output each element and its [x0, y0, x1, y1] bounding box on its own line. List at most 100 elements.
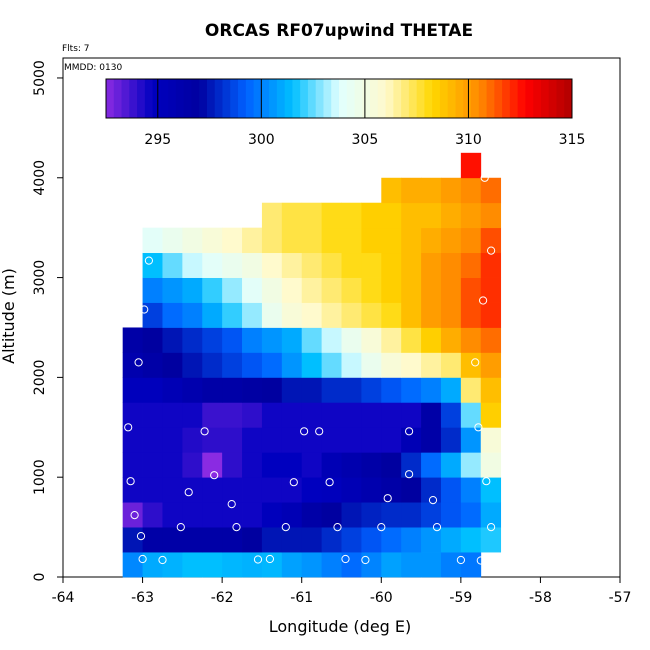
- heatmap-cell: [162, 427, 183, 453]
- heatmap-cell: [361, 252, 382, 278]
- observation-point: [325, 478, 334, 487]
- heatmap-cell: [440, 327, 462, 353]
- heatmap-cell: [202, 227, 223, 254]
- heatmap-cell: [142, 452, 163, 478]
- heatmap-cell: [440, 202, 462, 229]
- y-axis-label: Altitude (m): [0, 268, 18, 364]
- observation-point: [428, 496, 438, 505]
- colorbar-segment: [432, 79, 441, 118]
- heatmap-cell: [122, 427, 143, 453]
- heatmap-cell: [122, 452, 143, 478]
- heatmap-cell: [202, 502, 223, 528]
- colorbar-segment: [121, 79, 130, 118]
- x-tick-label: -64: [52, 590, 75, 606]
- heatmap-cell: [182, 252, 203, 278]
- heatmap-cell: [242, 427, 263, 453]
- heatmap-cell: [202, 377, 223, 403]
- heatmap-cell: [480, 202, 502, 229]
- heatmap-cell: [460, 402, 482, 428]
- heatmap-cell: [261, 377, 283, 403]
- heatmap-cell: [162, 552, 183, 578]
- colorbar-segment: [300, 79, 309, 118]
- colorbar-segment: [222, 79, 231, 118]
- heatmap-cell: [222, 427, 243, 453]
- heatmap-cell: [301, 527, 322, 553]
- heatmap-cell: [401, 202, 422, 229]
- observation-point: [476, 556, 485, 565]
- heatmap-cell: [182, 477, 203, 503]
- heatmap-cell: [401, 402, 422, 428]
- heatmap-cell: [341, 427, 362, 453]
- heatmap-cell: [421, 327, 442, 353]
- heatmap-cell: [460, 252, 482, 278]
- heatmap-cell: [341, 527, 362, 553]
- colorbar-segment: [494, 79, 503, 118]
- heatmap-cell: [301, 427, 322, 453]
- colorbar-segment: [478, 79, 488, 118]
- heatmap-cell: [401, 227, 422, 254]
- heatmap-cell: [460, 152, 482, 179]
- colorbar-segment: [439, 79, 449, 118]
- colorbar-segment: [152, 79, 161, 118]
- heatmap-cell: [261, 227, 283, 254]
- heatmap-cell: [401, 502, 422, 528]
- heatmap-cell: [261, 352, 283, 378]
- heatmap-cell: [440, 502, 462, 528]
- colorbar-segment: [564, 79, 573, 118]
- y-tick-label: 5000: [32, 60, 48, 96]
- heatmap-cell: [381, 277, 402, 303]
- observation-point: [140, 305, 149, 314]
- heatmap-cell: [460, 277, 482, 303]
- heatmap-cell: [162, 252, 183, 278]
- heatmap-cell: [281, 327, 303, 353]
- heatmap-cell: [341, 552, 362, 578]
- heatmap-cell: [460, 227, 482, 254]
- colorbar-segment: [315, 79, 324, 118]
- heatmap-cell: [222, 352, 243, 378]
- heatmap-cell: [242, 302, 263, 328]
- heatmap-cell: [301, 477, 322, 503]
- heatmap-cell: [301, 277, 322, 303]
- heatmap-cell: [162, 327, 183, 353]
- heatmap-cell: [440, 227, 462, 254]
- colorbar-segment: [245, 79, 255, 118]
- heatmap-cell: [122, 402, 143, 428]
- heatmap-cell: [381, 177, 402, 204]
- observation-point: [184, 488, 193, 497]
- colorbar-segment: [509, 79, 519, 118]
- heatmap-cell: [401, 527, 422, 553]
- colorbar-segment: [307, 79, 317, 118]
- colorbar-segment: [137, 79, 146, 118]
- heatmap-cell: [301, 377, 322, 403]
- heatmap-cell: [222, 502, 243, 528]
- heatmap-cell: [460, 552, 482, 578]
- heatmap-cell: [222, 552, 243, 578]
- observation-point: [265, 554, 274, 564]
- observation-point: [300, 427, 309, 436]
- heatmap-cell: [361, 327, 382, 353]
- heatmap-cell: [222, 477, 243, 503]
- heatmap-cell: [460, 452, 482, 478]
- heatmap-cell: [301, 202, 322, 229]
- colorbar-segment: [129, 79, 138, 118]
- observation-point: [136, 532, 146, 541]
- colorbar-segment: [253, 79, 262, 118]
- heatmap-cell: [341, 277, 362, 303]
- heatmap-cell: [242, 402, 263, 428]
- heatmap-cell: [381, 502, 402, 528]
- heatmap-cell: [480, 402, 502, 428]
- heatmap-cell: [182, 527, 203, 553]
- heatmap-cell: [361, 552, 382, 578]
- heatmap-cell: [401, 177, 422, 204]
- observation-point: [289, 478, 298, 487]
- colorbar-segment: [106, 79, 115, 118]
- colorbar-segment: [463, 79, 472, 118]
- heatmap-cell: [202, 527, 223, 553]
- colorbar-segment: [144, 79, 154, 118]
- observation-point: [383, 494, 392, 503]
- heatmap-cell: [421, 252, 442, 278]
- observation-point: [432, 523, 442, 532]
- heatmap-cell: [182, 452, 203, 478]
- colorbar-segment: [447, 79, 456, 118]
- observation-point: [134, 358, 143, 367]
